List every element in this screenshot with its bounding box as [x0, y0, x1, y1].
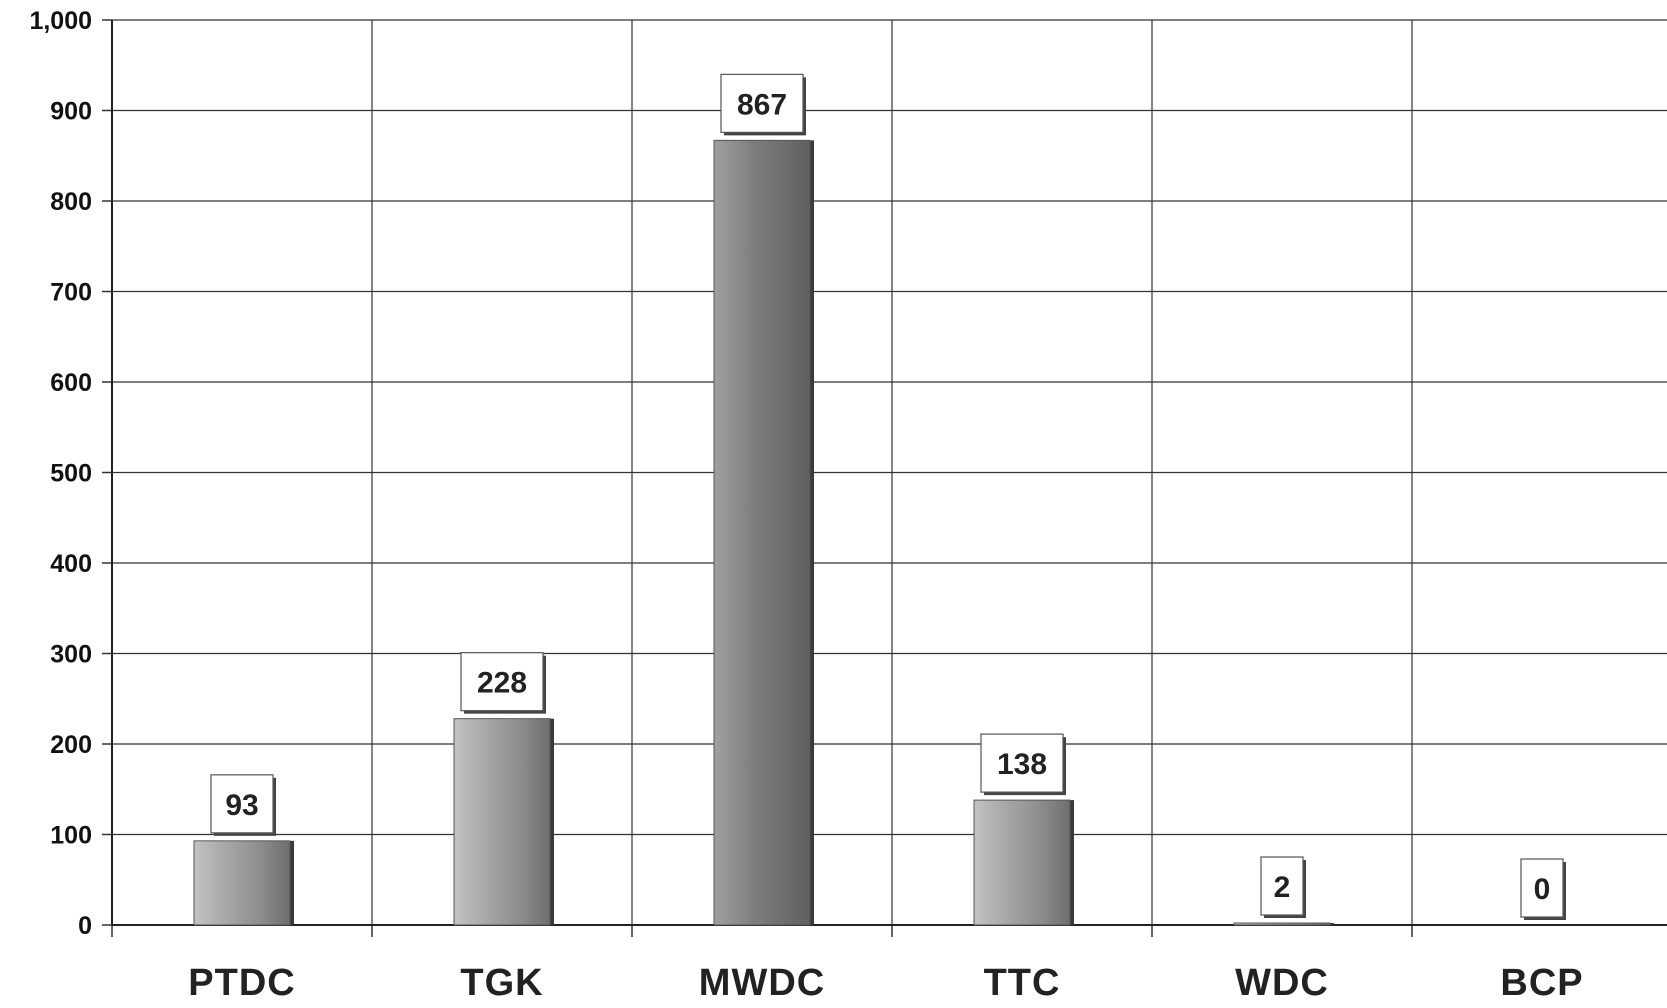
data-label-box [210, 774, 274, 834]
data-label-box [1260, 856, 1304, 916]
data-label: 0 [1534, 873, 1551, 906]
y-tick-label: 800 [50, 188, 92, 216]
data-label-box [460, 652, 544, 712]
y-tick-label: 300 [50, 641, 92, 669]
data-label: 93 [225, 789, 258, 822]
data-label: 2 [1274, 871, 1291, 904]
data-label: 867 [737, 88, 787, 121]
x-tick-label: PTDC [188, 962, 295, 1004]
data-label: 138 [997, 748, 1047, 781]
y-tick-label: 600 [50, 369, 92, 397]
x-tick-label: WDC [1235, 962, 1329, 1004]
bar-mwdc [713, 139, 811, 926]
bar-ptdc [193, 840, 291, 926]
data-labels: 93 228 867 138 2 0 [210, 73, 1566, 920]
y-tick-label: 900 [50, 98, 92, 126]
x-tick-label: TTC [984, 962, 1061, 1004]
bars [193, 139, 1334, 926]
gridlines [112, 19, 1667, 926]
data-label-box [1520, 858, 1564, 918]
y-tick-label: 0 [78, 912, 92, 940]
y-tick-label: 1,000 [29, 7, 92, 35]
data-label: 228 [477, 667, 527, 700]
bar-ttc [973, 799, 1071, 926]
y-tick-label: 400 [50, 550, 92, 578]
axes: 0 100 200 300 400 500 600 700 800 900 1,000 PTDC TGK… [29, 7, 1667, 1004]
bar-tgk [453, 718, 551, 926]
y-tick-label: 700 [50, 279, 92, 307]
data-label-box [720, 73, 804, 133]
y-tick-label: 100 [50, 822, 92, 850]
x-tick-label: BCP [1500, 962, 1583, 1004]
y-tick-label: 200 [50, 731, 92, 759]
x-tick-label: MWDC [699, 962, 825, 1004]
bar-wdc [1233, 922, 1331, 926]
y-tick-label: 500 [50, 460, 92, 488]
data-label-box [980, 733, 1064, 793]
x-tick-label: TGK [460, 962, 543, 1004]
